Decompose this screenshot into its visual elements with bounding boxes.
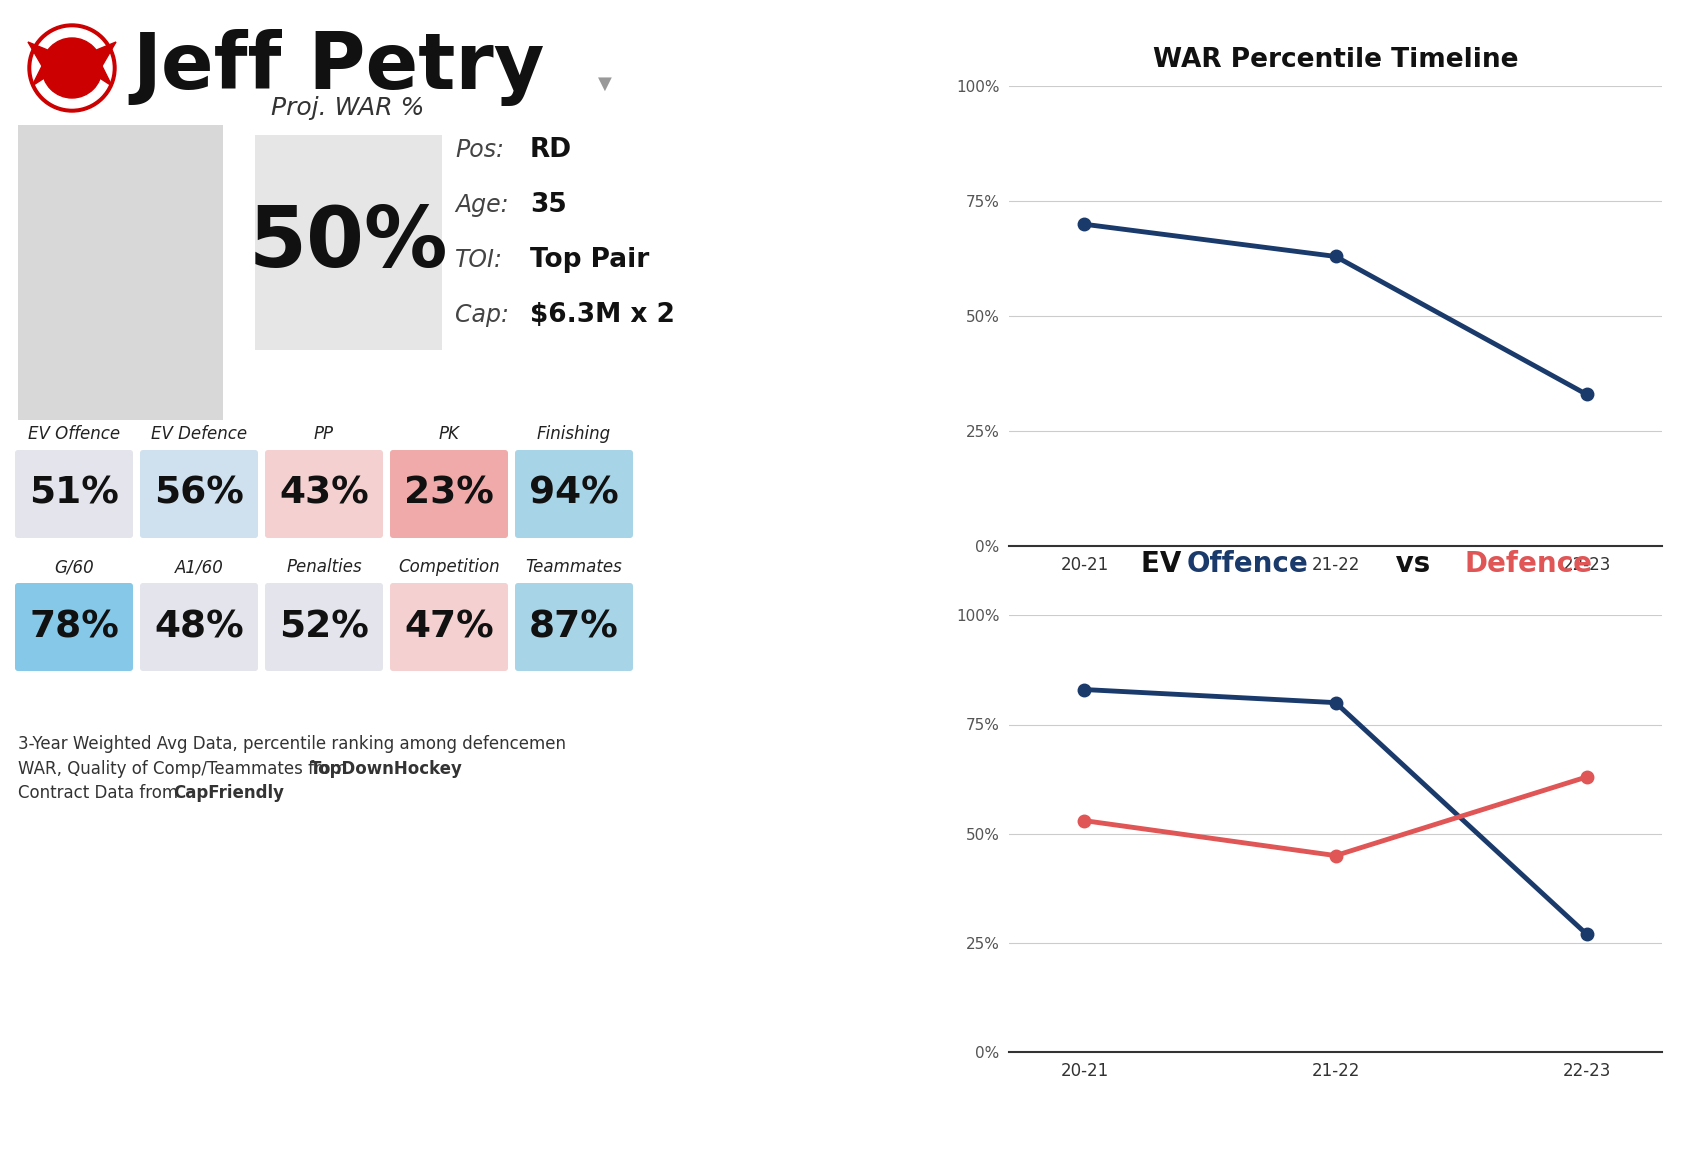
Text: Proj. WAR %: Proj. WAR %: [271, 95, 424, 120]
Text: 48%: 48%: [154, 610, 244, 645]
Text: 23%: 23%: [404, 476, 494, 512]
Text: 51%: 51%: [29, 476, 119, 512]
Text: $\mathcal{J}$: $\mathcal{J}$: [1231, 1011, 1265, 1053]
FancyBboxPatch shape: [390, 450, 509, 538]
Text: ▼: ▼: [599, 75, 612, 93]
Text: Defence: Defence: [1464, 551, 1593, 578]
Text: Competition: Competition: [399, 558, 500, 576]
Title: WAR Percentile Timeline: WAR Percentile Timeline: [1153, 47, 1518, 72]
Text: 52%: 52%: [280, 610, 370, 645]
Polygon shape: [29, 43, 71, 86]
Circle shape: [42, 38, 102, 98]
Text: 3-Year Weighted Avg Data, percentile ranking among defencemen: 3-Year Weighted Avg Data, percentile ran…: [19, 735, 566, 753]
FancyBboxPatch shape: [141, 583, 258, 670]
Text: 50%: 50%: [248, 202, 448, 284]
FancyBboxPatch shape: [15, 583, 132, 670]
Text: Offence: Offence: [1187, 551, 1308, 578]
FancyBboxPatch shape: [15, 450, 132, 538]
Text: EV Offence: EV Offence: [27, 426, 120, 443]
FancyBboxPatch shape: [254, 135, 443, 350]
Text: TopDownHockey: TopDownHockey: [310, 760, 463, 779]
Text: RD: RD: [529, 137, 572, 163]
Text: Teammates: Teammates: [526, 558, 622, 576]
Text: 56%: 56%: [154, 476, 244, 512]
Text: G/60: G/60: [54, 558, 93, 576]
Text: A1/60: A1/60: [175, 558, 224, 576]
Text: Pos:: Pos:: [455, 138, 504, 162]
Text: Finishing: Finishing: [538, 426, 611, 443]
Text: vs: vs: [1387, 551, 1440, 578]
Text: JFRESH HOCKEY: JFRESH HOCKEY: [1264, 1018, 1526, 1046]
Text: EV Defence: EV Defence: [151, 426, 248, 443]
Text: 35: 35: [529, 192, 566, 218]
Text: 47%: 47%: [404, 610, 494, 645]
FancyBboxPatch shape: [390, 583, 509, 670]
Text: PK: PK: [439, 426, 460, 443]
FancyBboxPatch shape: [516, 450, 633, 538]
FancyBboxPatch shape: [265, 583, 383, 670]
FancyBboxPatch shape: [265, 450, 383, 538]
Circle shape: [29, 24, 115, 112]
Text: TOI:: TOI:: [455, 248, 504, 273]
Text: Top Pair: Top Pair: [529, 247, 650, 273]
Text: Penalties: Penalties: [287, 558, 361, 576]
Text: $6.3M x 2: $6.3M x 2: [529, 302, 675, 328]
Text: CapFriendly: CapFriendly: [173, 784, 283, 802]
Text: 78%: 78%: [29, 610, 119, 645]
Text: Contract Data from: Contract Data from: [19, 784, 183, 802]
FancyBboxPatch shape: [141, 450, 258, 538]
FancyBboxPatch shape: [516, 583, 633, 670]
FancyBboxPatch shape: [19, 125, 222, 420]
Text: 94%: 94%: [529, 476, 619, 512]
Circle shape: [32, 28, 112, 108]
Text: Age:: Age:: [455, 193, 509, 217]
Text: EV: EV: [1140, 551, 1191, 578]
Text: Cap:: Cap:: [455, 302, 509, 327]
Text: 87%: 87%: [529, 610, 619, 645]
Polygon shape: [71, 43, 115, 86]
Text: Jeff Petry: Jeff Petry: [132, 30, 544, 107]
Text: 43%: 43%: [280, 476, 368, 512]
Text: PP: PP: [314, 426, 334, 443]
Text: WAR, Quality of Comp/Teammates from: WAR, Quality of Comp/Teammates from: [19, 760, 353, 779]
